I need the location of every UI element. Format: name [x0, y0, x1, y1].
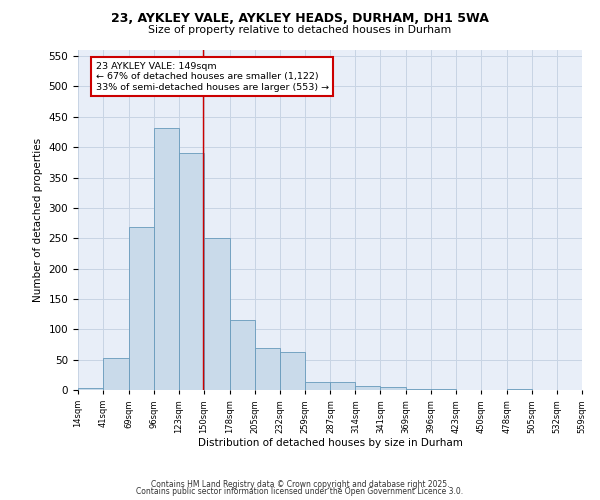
Text: Contains public sector information licensed under the Open Government Licence 3.: Contains public sector information licen…: [136, 487, 464, 496]
Y-axis label: Number of detached properties: Number of detached properties: [33, 138, 43, 302]
X-axis label: Distribution of detached houses by size in Durham: Distribution of detached houses by size …: [197, 438, 463, 448]
Bar: [78, 388, 103, 390]
Bar: [305, 382, 331, 390]
Bar: [380, 387, 406, 390]
Bar: [280, 352, 305, 390]
Bar: [254, 348, 280, 390]
Text: 23, AYKLEY VALE, AYKLEY HEADS, DURHAM, DH1 5WA: 23, AYKLEY VALE, AYKLEY HEADS, DURHAM, D…: [111, 12, 489, 26]
Bar: [179, 153, 204, 390]
Bar: [103, 358, 129, 390]
Bar: [129, 228, 154, 390]
Text: Size of property relative to detached houses in Durham: Size of property relative to detached ho…: [148, 25, 452, 35]
Bar: [355, 386, 380, 390]
Bar: [204, 238, 230, 390]
Bar: [331, 382, 355, 390]
Text: 23 AYKLEY VALE: 149sqm
← 67% of detached houses are smaller (1,122)
33% of semi-: 23 AYKLEY VALE: 149sqm ← 67% of detached…: [95, 62, 329, 92]
Text: Contains HM Land Registry data © Crown copyright and database right 2025.: Contains HM Land Registry data © Crown c…: [151, 480, 449, 489]
Bar: [154, 128, 179, 390]
Bar: [230, 320, 254, 390]
